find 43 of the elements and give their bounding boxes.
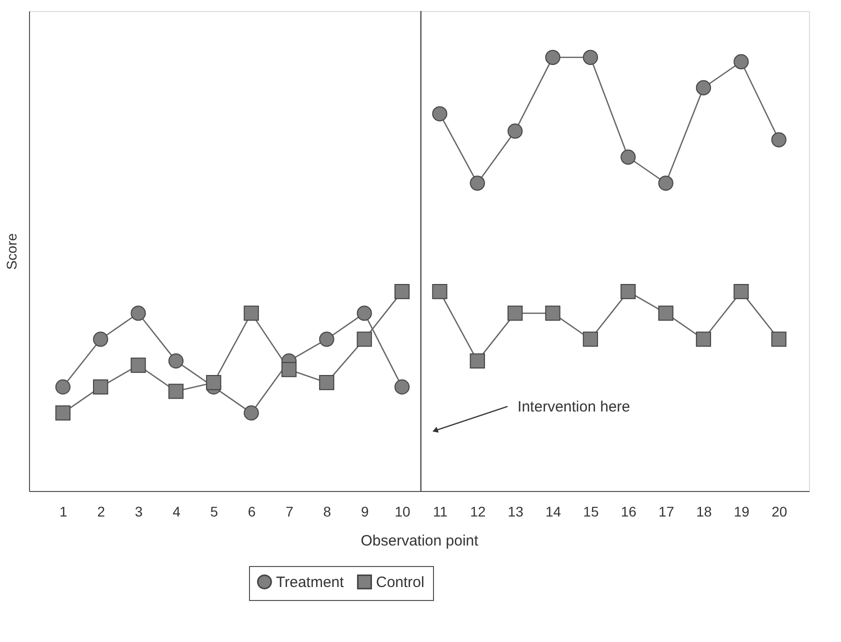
x-tick-label: 5 — [210, 504, 218, 520]
point — [319, 332, 334, 347]
point — [168, 353, 184, 368]
x-tick-label: 18 — [696, 504, 712, 520]
point — [55, 405, 70, 421]
point — [130, 358, 146, 373]
x-tick-label: 8 — [323, 504, 332, 520]
y-axis-title: Score — [4, 233, 20, 270]
x-tick-label: 4 — [172, 504, 181, 520]
x-tick-label: 10 — [394, 504, 411, 520]
point — [319, 375, 334, 390]
x-tick-label: 16 — [620, 504, 637, 520]
legend-label: Control — [376, 574, 424, 591]
point — [356, 306, 372, 321]
point — [394, 284, 410, 300]
legend-label: Treatment — [276, 574, 345, 591]
annotation: Intervention here — [518, 398, 630, 416]
point — [130, 306, 146, 321]
point — [93, 379, 108, 395]
x-tick-label: 19 — [734, 504, 750, 520]
point — [394, 379, 410, 394]
x-tick-label: 7 — [286, 504, 294, 520]
point — [244, 405, 259, 421]
x-tick-label: 1 — [60, 504, 68, 520]
x-axis-title: Observation point — [360, 532, 480, 550]
point — [206, 375, 222, 390]
x-tick-label: 9 — [360, 504, 369, 520]
x-tick-label: 13 — [508, 504, 524, 520]
x-tick-label: 17 — [658, 504, 674, 520]
x-tick-label: 2 — [97, 504, 106, 520]
x-tick-label: 12 — [470, 504, 486, 520]
x-tick-label: 15 — [583, 504, 599, 520]
point — [281, 362, 297, 378]
x-tick-label: 20 — [772, 504, 788, 520]
point — [356, 332, 372, 347]
point — [93, 332, 108, 347]
point — [55, 379, 70, 394]
point — [244, 306, 259, 321]
x-tick-label: 14 — [545, 504, 562, 520]
x-tick-label: 6 — [248, 504, 256, 520]
point — [168, 384, 184, 399]
x-tick-label: 3 — [134, 504, 143, 520]
x-tick-label: 11 — [432, 504, 448, 520]
